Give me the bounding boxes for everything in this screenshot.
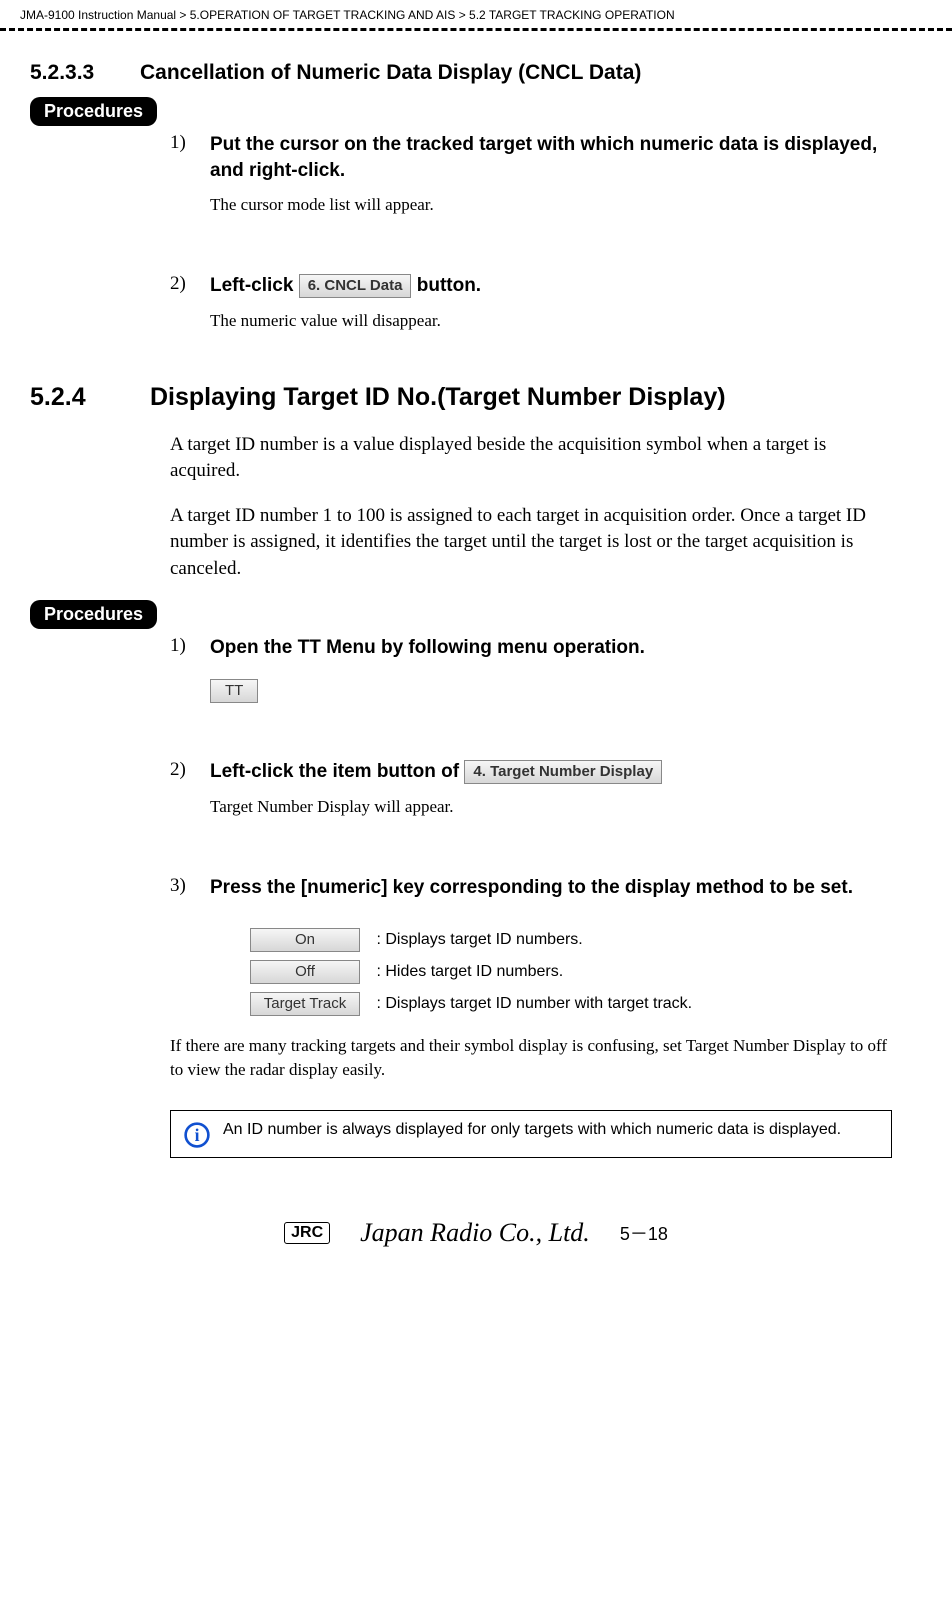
step-title: Press the [numeric] key corresponding to… bbox=[210, 875, 892, 901]
step-3-524: 3) Press the [numeric] key corresponding… bbox=[170, 875, 892, 901]
paragraph-2: A target ID number 1 to 100 is assigned … bbox=[170, 503, 892, 583]
step-number: 3) bbox=[170, 875, 206, 897]
section-heading-52333: 5.2.3.3Cancellation of Numeric Data Disp… bbox=[30, 61, 892, 85]
step-1-524: 1) Open the TT Menu by following menu op… bbox=[170, 635, 892, 703]
info-text: An ID number is always displayed for onl… bbox=[223, 1119, 841, 1141]
page-number: 5－18 bbox=[620, 1220, 668, 1246]
step-body: Target Number Display will appear. bbox=[210, 795, 892, 819]
step-3-body: If there are many tracking targets and t… bbox=[170, 1034, 892, 1082]
company-name: Japan Radio Co., Ltd. bbox=[360, 1218, 590, 1248]
section-number: 5.2.3.3 bbox=[30, 61, 140, 85]
step-title: Left-click 6. CNCL Data button. bbox=[210, 273, 892, 299]
option-label: : Displays target ID number with target … bbox=[376, 995, 692, 1012]
step-2-52333: 2) Left-click 6. CNCL Data button. The n… bbox=[170, 273, 892, 332]
on-button[interactable]: On bbox=[250, 928, 360, 952]
option-label: : Displays target ID numbers. bbox=[376, 931, 582, 948]
target-number-display-button[interactable]: 4. Target Number Display bbox=[464, 760, 662, 784]
option-off: Off : Hides target ID numbers. bbox=[250, 960, 892, 984]
info-box: i An ID number is always displayed for o… bbox=[170, 1110, 892, 1158]
svg-text:i: i bbox=[195, 1125, 200, 1145]
page-footer: JRC Japan Radio Co., Ltd. 5－18 bbox=[0, 1218, 952, 1278]
step-title: Open the TT Menu by following menu opera… bbox=[210, 635, 892, 661]
cncl-data-button[interactable]: 6. CNCL Data bbox=[299, 274, 412, 298]
tt-button[interactable]: TT bbox=[210, 679, 258, 703]
procedures-badge: Procedures bbox=[30, 97, 157, 126]
option-target-track: Target Track : Displays target ID number… bbox=[250, 992, 892, 1016]
step-body: The numeric value will disappear. bbox=[210, 309, 892, 333]
step-title-prefix: Left-click bbox=[210, 275, 299, 296]
step-title-suffix: button. bbox=[411, 275, 481, 296]
procedures-badge: Procedures bbox=[30, 600, 157, 629]
option-label: : Hides target ID numbers. bbox=[376, 963, 563, 980]
paragraph-1: A target ID number is a value displayed … bbox=[170, 432, 892, 485]
step-number: 2) bbox=[170, 273, 206, 295]
step-title: Left-click the item button of 4. Target … bbox=[210, 759, 892, 785]
step-1-52333: 1) Put the cursor on the tracked target … bbox=[170, 132, 892, 217]
section-title: Cancellation of Numeric Data Display (CN… bbox=[140, 61, 641, 84]
step-body-text: If there are many tracking targets and t… bbox=[170, 1034, 892, 1082]
header-rule bbox=[0, 28, 952, 31]
section-number: 5.2.4 bbox=[30, 383, 150, 412]
off-button[interactable]: Off bbox=[250, 960, 360, 984]
option-on: On : Displays target ID numbers. bbox=[250, 928, 892, 952]
step-title: Put the cursor on the tracked target wit… bbox=[210, 132, 892, 183]
section-title: Displaying Target ID No.(Target Number D… bbox=[150, 383, 726, 411]
step-number: 1) bbox=[170, 635, 206, 657]
step-number: 1) bbox=[170, 132, 206, 154]
step-2-524: 2) Left-click the item button of 4. Targ… bbox=[170, 759, 892, 818]
target-track-button[interactable]: Target Track bbox=[250, 992, 360, 1016]
step-title-prefix: Left-click the item button of bbox=[210, 761, 464, 782]
step-number: 2) bbox=[170, 759, 206, 781]
step-body: The cursor mode list will appear. bbox=[210, 193, 892, 217]
breadcrumb: JMA-9100 Instruction Manual > 5.OPERATIO… bbox=[0, 0, 952, 26]
page-content: 5.2.3.3Cancellation of Numeric Data Disp… bbox=[0, 61, 952, 1158]
info-icon: i bbox=[183, 1121, 211, 1149]
jrc-logo: JRC bbox=[284, 1222, 330, 1244]
section-heading-524: 5.2.4Displaying Target ID No.(Target Num… bbox=[30, 383, 892, 412]
